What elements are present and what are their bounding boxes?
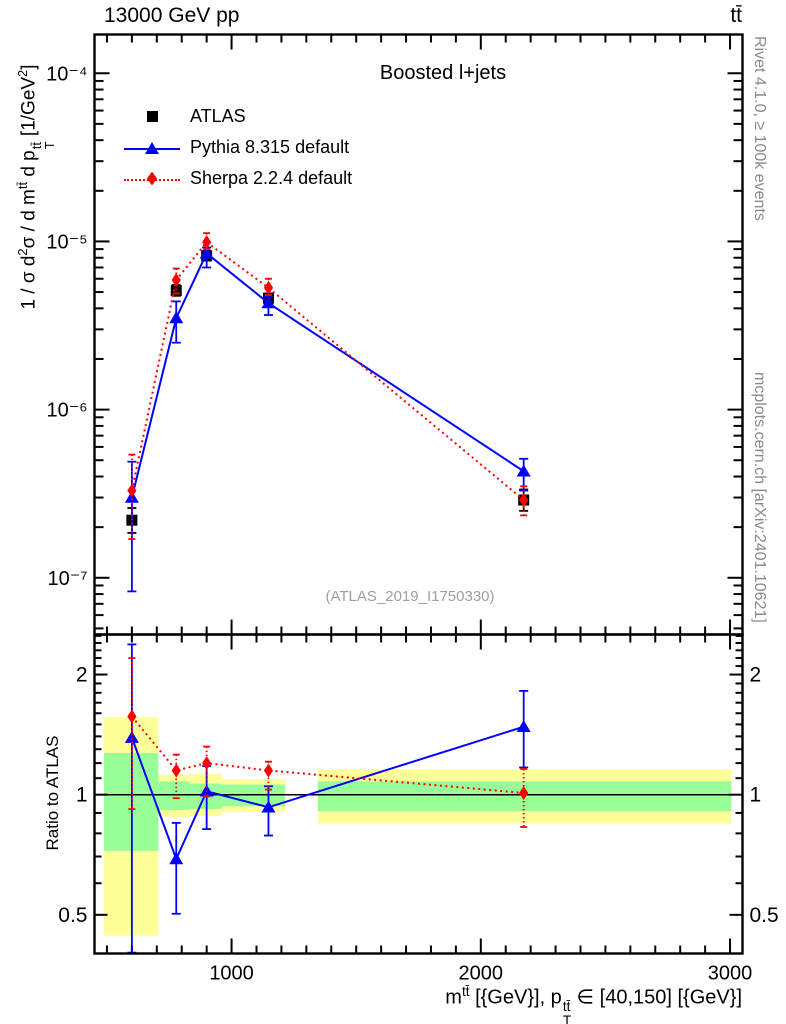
legend-entry-sherpa: Sherpa 2.2.4 default <box>124 163 352 194</box>
y-axis-title: 1 / σ d2σ / d mtt̄ d p tt̄ T [1/GeV2] <box>15 64 58 310</box>
square-marker-icon <box>124 111 180 122</box>
x-tick-label: 1000 <box>209 963 254 985</box>
diamond-marker <box>263 280 274 295</box>
legend: ATLAS Pythia 8.315 default Sherpa 2.2.4 … <box>124 101 352 194</box>
diamond-marker <box>202 235 212 250</box>
legend-label: ATLAS <box>190 106 246 126</box>
beam-energy-label: 13000 GeV pp <box>104 4 240 27</box>
triangle-marker-icon <box>124 141 180 154</box>
diamond-marker <box>127 483 137 498</box>
triangle-marker <box>516 719 531 732</box>
rivet-version-note: Rivet 4.1.0, ≥ 100k events <box>751 36 768 221</box>
x-axis-title: mtt̄ [{GeV}], p tt̄ T ∈ [40,150] [{GeV}] <box>445 984 742 1024</box>
diamond-marker <box>171 272 181 287</box>
triangle-marker <box>516 464 531 477</box>
legend-entry-atlas: ATLAS <box>124 101 352 132</box>
ratio-uncertainty-bands <box>103 717 732 936</box>
process-label: tt̄ <box>730 4 742 27</box>
ratio-y-tick-label-left: 1 <box>76 784 88 807</box>
plot-title: Boosted l+jets <box>379 62 507 84</box>
ratio-y-tick-label-right: 0.5 <box>750 904 779 927</box>
legend-label: Pythia 8.315 default <box>190 137 350 157</box>
ratio-y-tick-label-right: 2 <box>750 664 762 687</box>
triangle-marker <box>169 852 184 865</box>
y-tick-label: 10⁻⁵ <box>46 231 87 253</box>
diamond-marker <box>171 763 181 778</box>
tick-labels: 10⁻⁴ 10⁻⁵ 10⁻⁶ 10⁻⁷ 2 2 1 1 0.5 0.5 1000 2000 3000 <box>46 63 779 984</box>
ratio-y-tick-label-left: 2 <box>76 664 88 687</box>
y-tick-label: 10⁻⁶ <box>46 400 87 422</box>
analysis-id-watermark: (ATLAS_2019_I1750330) <box>325 588 495 605</box>
diamond-marker-icon <box>124 171 180 186</box>
x-tick-label: 3000 <box>708 963 753 985</box>
x-tick-label: 2000 <box>459 963 504 985</box>
series-sherpa-2-2-4-default <box>127 657 529 828</box>
y-tick-label: 10⁻⁷ <box>47 568 87 590</box>
diamond-marker <box>519 785 529 800</box>
ratio-y-axis-title: Ratio to ATLAS <box>43 735 62 851</box>
legend-label: Sherpa 2.2.4 default <box>190 168 353 188</box>
triangle-marker <box>169 311 184 324</box>
series-atlas <box>126 249 530 534</box>
ratio-y-tick-label-left: 0.5 <box>58 904 87 927</box>
diamond-marker <box>127 709 137 724</box>
series-pythia-8-315-default <box>124 246 531 593</box>
axis-ticks <box>94 34 743 954</box>
diamond-marker <box>519 493 529 508</box>
square-marker <box>170 285 182 297</box>
legend-entry-pythia: Pythia 8.315 default <box>124 132 352 163</box>
ratio-y-tick-label-right: 1 <box>750 784 762 807</box>
diamond-marker <box>263 763 274 778</box>
triangle-marker <box>199 784 214 797</box>
triangle-marker <box>261 296 276 309</box>
triangle-marker <box>124 730 139 743</box>
green-band <box>158 781 190 810</box>
diamond-marker <box>202 756 212 771</box>
mcplots-arxiv-note: mcplots.cern.ch [arXiv:2401.10621] <box>751 372 768 623</box>
series-sherpa-2-2-4-default <box>127 232 529 540</box>
triangle-marker <box>261 800 276 813</box>
y-tick-label: 10⁻⁴ <box>46 63 87 85</box>
triangle-marker <box>199 246 214 259</box>
